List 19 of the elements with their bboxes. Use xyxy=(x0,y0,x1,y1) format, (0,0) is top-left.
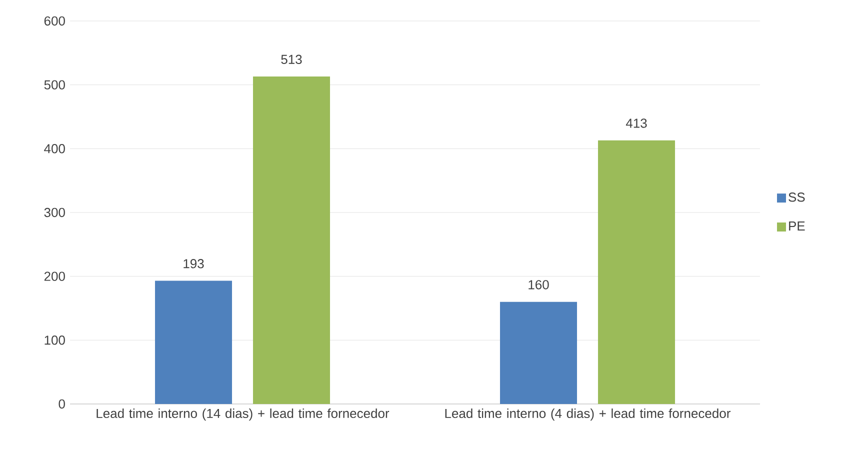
y-tick-label: 300 xyxy=(44,208,65,218)
y-tick-label: 200 xyxy=(44,272,65,281)
bar xyxy=(500,302,578,404)
x-tick-label: Lead time interno (14 dias) + lead time fornecedor xyxy=(96,408,390,421)
y-tick-label: 500 xyxy=(44,80,65,90)
x-tick-label: Lead time interno (4 dias) + lead time fornecedor xyxy=(445,408,730,421)
bar xyxy=(155,280,232,404)
data-label: 413 xyxy=(626,118,647,128)
bar xyxy=(253,76,330,404)
legend-label: PE xyxy=(789,222,805,230)
data-label: 160 xyxy=(528,280,549,290)
data-label: 193 xyxy=(184,259,204,268)
y-tick-label: 0 xyxy=(58,399,65,409)
y-tick-label: 400 xyxy=(44,144,65,154)
bar xyxy=(598,140,676,404)
y-tick-label: 100 xyxy=(44,336,65,345)
y-tick-label: 600 xyxy=(44,16,65,26)
data-label: 513 xyxy=(281,54,302,64)
legend-label: SS xyxy=(788,192,805,202)
